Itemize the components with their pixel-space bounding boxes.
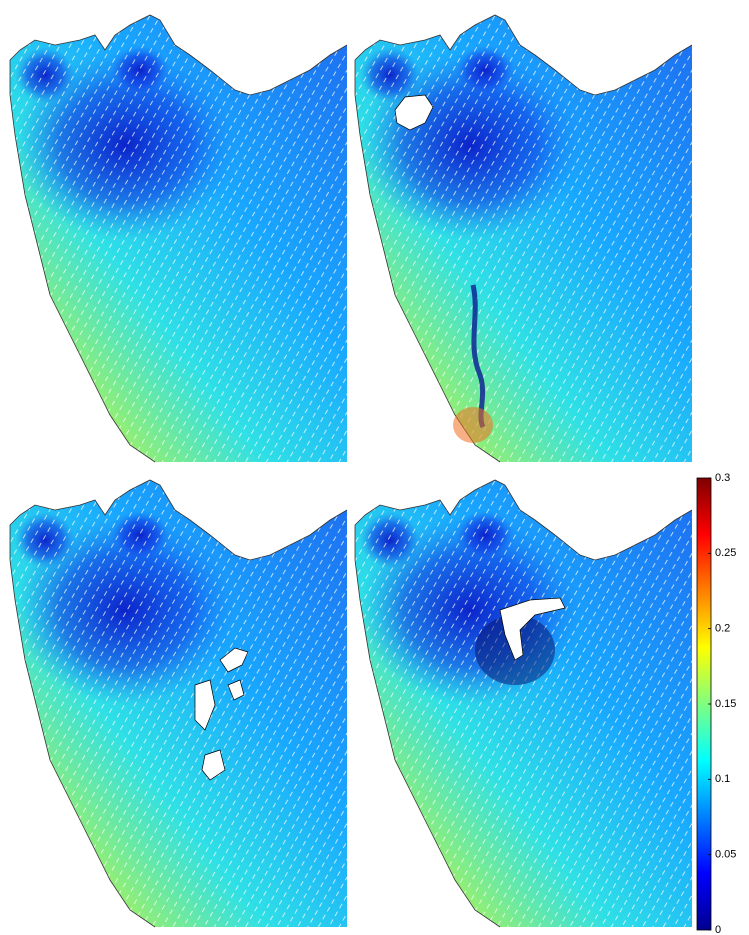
colorbar-tick-label: 0.1 [715, 773, 730, 785]
colorbar-tick-label: 0.25 [715, 547, 736, 559]
colorbar-tick-label: 0 [715, 924, 721, 935]
colorbar-tick-label: 0.05 [715, 849, 736, 861]
colorbar-tick-label: 0.15 [715, 698, 736, 710]
map-panel [355, 480, 692, 927]
map-panel [355, 15, 692, 462]
colorbar: 0 0.05 0.1 0.15 0.2 0.25 0.3 [696, 472, 736, 935]
map-panel [10, 15, 347, 462]
colorbar-tick-label: 0.2 [715, 623, 730, 635]
map-panel [10, 480, 347, 927]
colorbar-tick-label: 0.3 [715, 472, 730, 484]
